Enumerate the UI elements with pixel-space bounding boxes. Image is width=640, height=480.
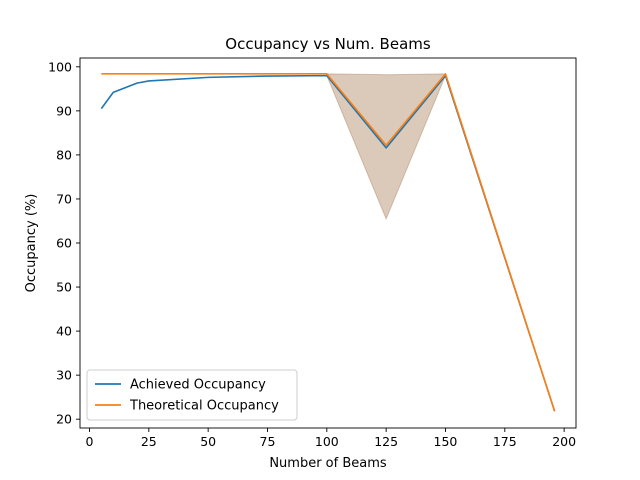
legend: Achieved Occupancy Theoretical Occupancy [86,369,298,421]
y-tick-label: 50 [56,280,72,295]
axes-layer: 0 25 50 75 100 125 150 175 200 20 30 40 50 60 70 80 90 10… [48,57,577,449]
x-tick-label: 75 [260,434,276,449]
legend-label: Achieved Occupancy [130,378,266,393]
x-tick-label: 25 [141,434,157,449]
series-line-achieved-occupancy [100,74,556,412]
chart-title: Occupancy vs Num. Beams [225,35,431,53]
x-axis-label: Number of Beams [269,456,387,471]
y-axis-label: Occupancy (%) [24,194,39,293]
x-tick-label: 50 [200,434,216,449]
x-tick-label: 200 [552,434,576,449]
series-layer [100,73,556,412]
x-tick-label: 125 [374,434,398,449]
y-tick-label: 60 [56,236,72,251]
y-tick-label: 70 [56,191,72,206]
y-tick-label: 20 [56,412,72,427]
y-tick-label: 100 [48,59,72,74]
legend-box [86,369,298,421]
x-tick-label: 0 [86,434,94,449]
x-tick-label: 100 [315,434,339,449]
y-tick-label: 80 [56,147,72,162]
series-line-theoretical-occupancy [101,73,556,412]
x-tick-label: 150 [434,434,458,449]
y-tick-label: 90 [56,103,72,118]
y-tick-label: 40 [56,324,72,339]
x-tick-label: 175 [493,434,517,449]
legend-label: Theoretical Occupancy [129,399,279,414]
y-tick-label: 30 [56,368,72,383]
